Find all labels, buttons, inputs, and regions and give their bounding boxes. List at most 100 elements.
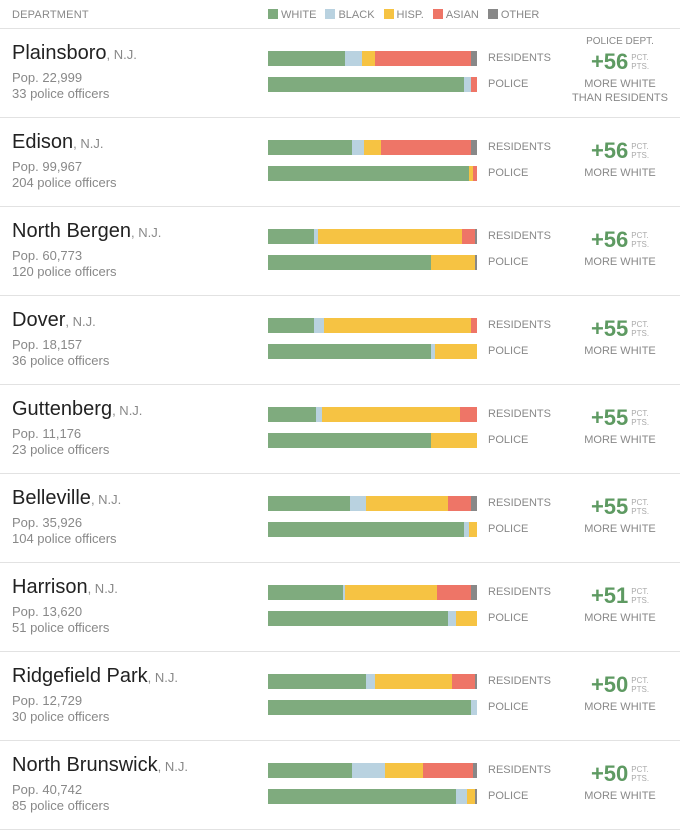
population-text: Pop. 11,176 [12, 426, 82, 441]
department-row: Belleville, N.J. Pop. 35,926 104 police of… [0, 473, 680, 563]
police-bar [268, 433, 477, 448]
residents-bar [268, 674, 477, 689]
officers-count: 23 police officers [12, 442, 110, 457]
pts-unit: PTS. [631, 240, 650, 249]
residents-bar [268, 763, 477, 778]
residents-segment-hisp [374, 674, 452, 689]
difference-caption-bottom: MORE WHITE [560, 255, 680, 269]
residents-segment-hisp [318, 229, 463, 244]
residents-segment-black [343, 585, 346, 600]
population-text: Pop. 12,729 [12, 693, 83, 708]
police-label: POLICE [488, 701, 529, 713]
police-segment-black [470, 700, 477, 715]
police-segment-white [268, 255, 432, 270]
difference-value-line: +51 PCT. PTS. [560, 584, 680, 608]
legend-label-black: BLACK [338, 9, 375, 21]
police-segment-white [268, 700, 471, 715]
caption-more-white: MORE WHITE [584, 523, 656, 535]
police-bar [268, 700, 477, 715]
pct-pts-unit: PCT. PTS. [631, 765, 649, 783]
city-name: Edison, N.J. [12, 131, 104, 154]
residents-segment-hisp [385, 763, 423, 778]
difference-annotation: +50 PCT. PTS. MORE WHITE [560, 762, 680, 803]
difference-value: +51 [590, 583, 629, 608]
police-segment-white [268, 522, 465, 537]
police-segment-hisp [468, 166, 473, 181]
legend-item-asian: ASIAN [432, 9, 479, 21]
population-text: Pop. 60,773 [12, 248, 83, 263]
difference-annotation: +50 PCT. PTS. MORE WHITE [560, 673, 680, 714]
legend-label-other: OTHER [500, 9, 540, 21]
residents-segment-other [474, 229, 477, 244]
difference-value-line: +55 PCT. PTS. [560, 317, 680, 341]
residents-segment-black [313, 318, 325, 333]
difference-value: +55 [590, 494, 629, 519]
residents-segment-black [316, 407, 323, 422]
pct-pts-unit: PCT. PTS. [631, 409, 649, 427]
residents-segment-black [349, 496, 367, 511]
residents-segment-hisp [364, 140, 381, 155]
caption-more-white: MORE WHITE [584, 256, 656, 268]
pts-unit: PTS. [631, 596, 650, 605]
police-segment-hisp [468, 522, 477, 537]
state-label: , N.J. [106, 47, 137, 62]
residents-segment-white [268, 763, 352, 778]
police-label: POLICE [488, 78, 529, 90]
police-segment-black [431, 344, 436, 359]
residents-bar [268, 318, 477, 333]
difference-value-line: +55 PCT. PTS. [560, 495, 680, 519]
residents-label: RESIDENTS [488, 230, 551, 242]
state-label: , N.J. [130, 225, 162, 240]
residents-segment-asian [447, 496, 471, 511]
police-bar [268, 344, 477, 359]
state-label: , N.J. [112, 403, 143, 418]
residents-segment-white [268, 407, 317, 422]
department-row: North Brunswick, N.J. Pop. 40,742 85 polic… [0, 740, 680, 830]
state-label: , N.J. [65, 314, 96, 329]
residents-label: RESIDENTS [488, 586, 551, 598]
residents-bar [268, 496, 477, 511]
pct-unit: PCT. [631, 142, 649, 151]
difference-value-line: +56 PCT. PTS. [560, 139, 680, 163]
legend-swatch-other [487, 9, 498, 19]
legend-item-white: WHITE [268, 9, 316, 21]
state-label: , N.J. [90, 492, 122, 507]
pct-pts-unit: PCT. PTS. [631, 320, 649, 338]
police-label: POLICE [488, 612, 529, 624]
police-segment-white [268, 77, 465, 92]
pts-unit: PTS. [631, 507, 650, 516]
difference-annotation: +55 PCT. PTS. MORE WHITE [560, 317, 680, 358]
police-bar [268, 611, 477, 626]
officers-count: 204 police officers [12, 175, 117, 190]
police-bar [268, 522, 477, 537]
police-segment-hisp [435, 344, 477, 359]
legend-label-white: WHITE [281, 9, 317, 21]
pct-unit: PCT. [631, 53, 649, 62]
difference-value: +50 [590, 761, 629, 786]
police-label: POLICE [488, 256, 529, 268]
officers-count: 36 police officers [12, 353, 110, 368]
residents-label: RESIDENTS [488, 497, 551, 509]
police-label: POLICE [488, 523, 529, 535]
caption-more-white: MORE WHITE [584, 345, 656, 357]
residents-segment-other [472, 763, 477, 778]
difference-value: +50 [590, 672, 629, 697]
residents-label: RESIDENTS [488, 52, 551, 64]
difference-annotation: POLICE DEPT. +56 PCT. PTS. MORE WHITE THAN RE… [560, 36, 680, 105]
residents-segment-hisp [366, 496, 448, 511]
residents-label: RESIDENTS [488, 141, 551, 153]
difference-annotation: +55 PCT. PTS. MORE WHITE [560, 495, 680, 536]
residents-segment-black [345, 51, 363, 66]
caption-than-residents: THAN RESIDENTS [572, 92, 668, 104]
residents-segment-white [268, 51, 346, 66]
officers-count: 30 police officers [12, 709, 110, 724]
pct-unit: PCT. [631, 231, 649, 240]
residents-segment-asian [451, 674, 475, 689]
city-label: Belleville [12, 487, 91, 509]
difference-value-line: +56 PCT. PTS. [560, 50, 680, 74]
city-label: Ridgefield Park [12, 665, 148, 687]
police-segment-black [447, 611, 457, 626]
police-label: POLICE [488, 434, 529, 446]
residents-segment-black [351, 763, 386, 778]
police-segment-black [464, 522, 469, 537]
